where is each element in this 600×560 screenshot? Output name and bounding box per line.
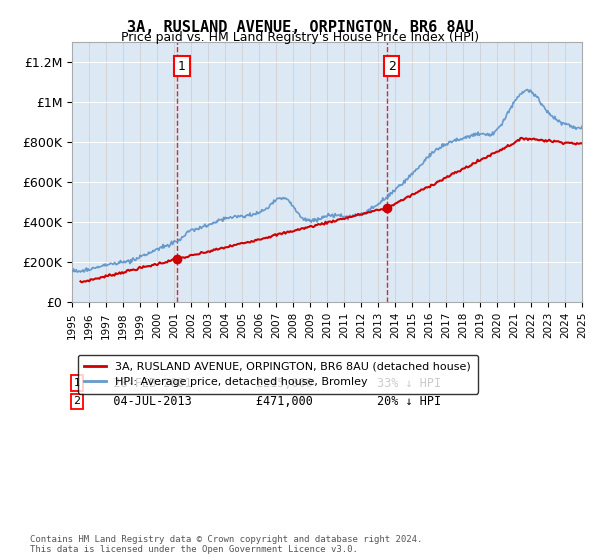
Text: Contains HM Land Registry data © Crown copyright and database right 2024.
This d: Contains HM Land Registry data © Crown c…	[30, 535, 422, 554]
Text: 3A, RUSLAND AVENUE, ORPINGTON, BR6 8AU: 3A, RUSLAND AVENUE, ORPINGTON, BR6 8AU	[127, 20, 473, 35]
Text: 28-FEB-2001         £215,000         33% ↓ HPI: 28-FEB-2001 £215,000 33% ↓ HPI	[92, 377, 442, 390]
Text: 04-JUL-2013         £471,000         20% ↓ HPI: 04-JUL-2013 £471,000 20% ↓ HPI	[92, 395, 442, 408]
Text: 2: 2	[74, 396, 80, 407]
Legend: 3A, RUSLAND AVENUE, ORPINGTON, BR6 8AU (detached house), HPI: Average price, det: 3A, RUSLAND AVENUE, ORPINGTON, BR6 8AU (…	[77, 355, 478, 394]
Text: 2: 2	[388, 59, 395, 73]
Text: Price paid vs. HM Land Registry's House Price Index (HPI): Price paid vs. HM Land Registry's House …	[121, 31, 479, 44]
Text: 1: 1	[178, 59, 186, 73]
Text: 1: 1	[74, 378, 80, 388]
